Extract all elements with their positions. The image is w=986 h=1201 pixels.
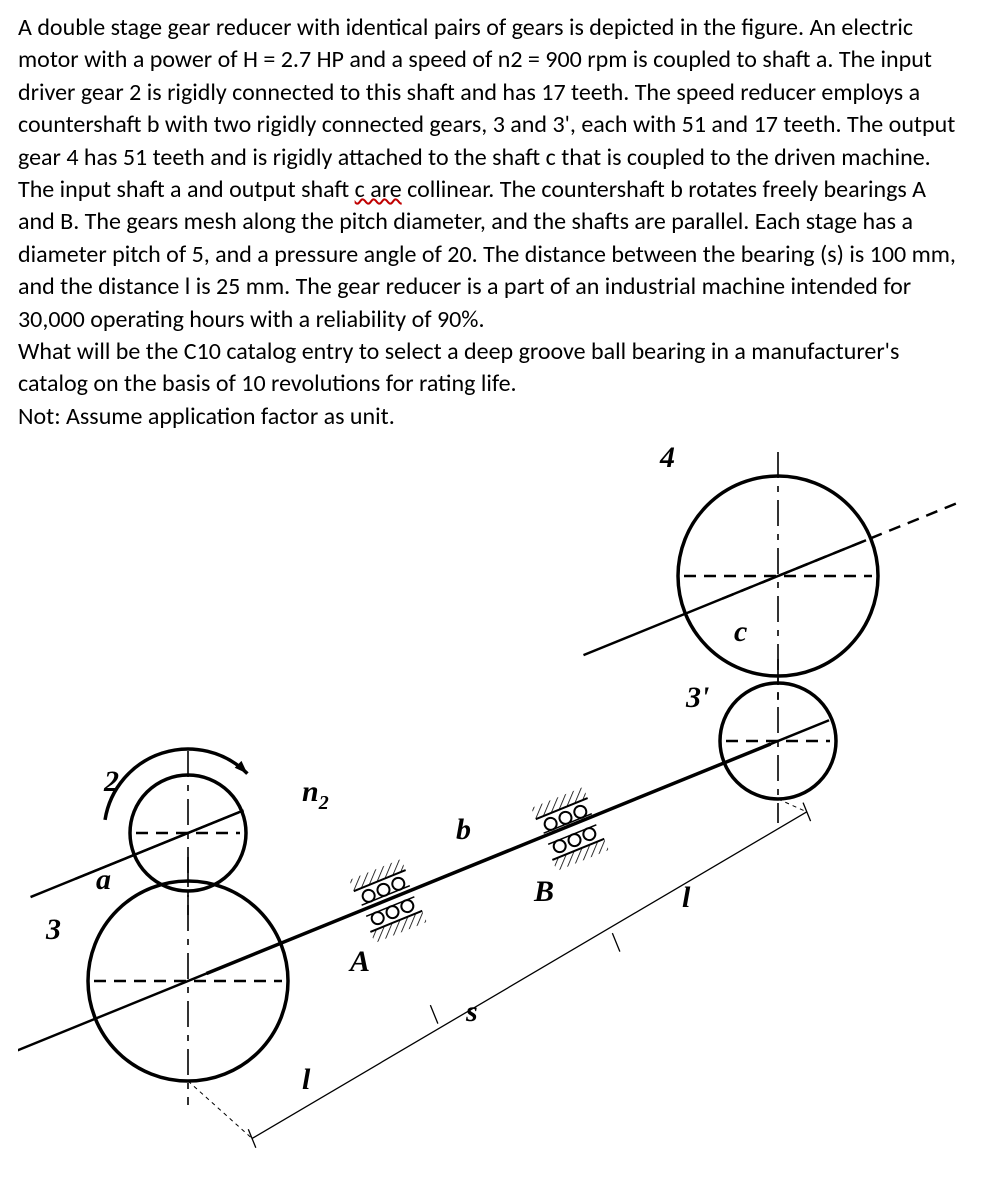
label-shaft-c: c [734, 615, 747, 648]
bearing-B [531, 787, 608, 871]
label-gear-3: 3 [45, 913, 61, 946]
problem-statement: A double stage gear reducer with identic… [18, 12, 968, 433]
label-gear-4: 4 [659, 441, 675, 474]
p1-squiggly: c are [355, 175, 402, 204]
label-shaft-a: a [96, 863, 111, 896]
label-bearing-A: A [348, 945, 370, 978]
label-s: s [465, 995, 478, 1028]
rotation-arrow [105, 749, 247, 820]
label-gear-3prime: 3' [685, 681, 709, 714]
label-bearing-B: B [533, 875, 554, 908]
label-n2: n2 [302, 775, 329, 814]
label-shaft-b: b [456, 813, 471, 846]
gear-diagram: 2 3 4 3' a b c A Bn2 s l l [18, 441, 978, 1201]
paragraph-3: Not: Assume application factor as unit. [18, 401, 968, 433]
paragraph-1: A double stage gear reducer with identic… [18, 12, 968, 336]
label-l-left: l [302, 1063, 311, 1096]
label-gear-2: 2 [103, 765, 119, 798]
dimension-line [252, 812, 807, 1139]
label-l-right: l [682, 881, 691, 914]
paragraph-2: What will be the C10 catalog entry to se… [18, 336, 968, 401]
